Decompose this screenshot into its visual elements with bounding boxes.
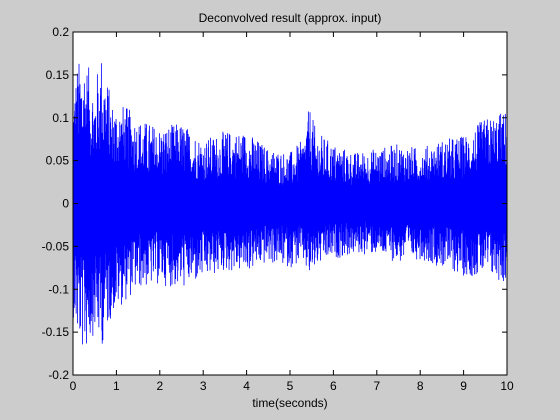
y-tick-label: -0.2 — [48, 368, 69, 382]
x-tick-label: 1 — [113, 379, 120, 393]
x-tick-label: 10 — [500, 379, 514, 393]
y-tick-label: -0.1 — [48, 282, 69, 296]
y-tick-label: 0.05 — [46, 154, 70, 168]
x-axis-label: time(seconds) — [252, 396, 327, 410]
x-tick-label: 5 — [287, 379, 294, 393]
x-tick-label: 3 — [200, 379, 207, 393]
y-tick-label: -0.15 — [42, 325, 70, 339]
chart-title: Deconvolved result (approx. input) — [199, 11, 382, 25]
y-tick-label: 0.15 — [46, 68, 70, 82]
x-tick-label: 6 — [330, 379, 337, 393]
x-tick-label: 8 — [417, 379, 424, 393]
x-tick-label: 7 — [373, 379, 380, 393]
x-tick-label: 2 — [156, 379, 163, 393]
y-tick-label: 0 — [62, 197, 69, 211]
y-tick-label: 0.1 — [52, 111, 69, 125]
x-tick-label: 9 — [460, 379, 467, 393]
y-tick-label: 0.2 — [52, 25, 69, 39]
y-tick-label: -0.05 — [42, 239, 70, 253]
waveform-series-line — [72, 63, 508, 345]
x-tick-label: 4 — [243, 379, 250, 393]
x-tick-label: 0 — [70, 379, 77, 393]
